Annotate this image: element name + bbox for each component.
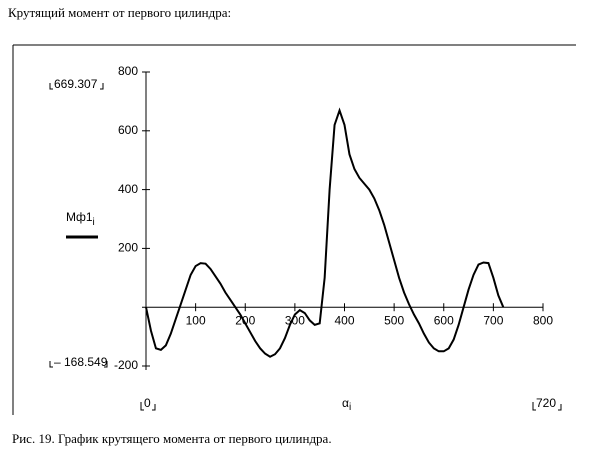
x-tick-label: 800 — [533, 313, 553, 327]
y-tick-label: 200 — [118, 241, 138, 255]
x-tick-label: 100 — [186, 313, 206, 327]
y-tick-label: -200 — [114, 358, 138, 372]
legend-label: Мф1i — [66, 210, 95, 227]
y-range-max: 669.307 — [54, 77, 98, 91]
legend-sub: i — [93, 217, 95, 228]
x-range-label: 0 — [144, 396, 151, 410]
range-bracket — [49, 83, 104, 90]
x-range-label: 720 — [536, 396, 556, 410]
x-axis-label: αi — [342, 396, 351, 412]
x-tick-label: 500 — [384, 313, 404, 327]
x-tick-label: 600 — [434, 313, 454, 327]
x-tick-label: 400 — [334, 313, 354, 327]
data-line — [145, 107, 505, 358]
heading: Крутящий момент от первого цилиндра: — [8, 5, 231, 20]
range-bracket — [532, 402, 562, 411]
y-tick-label: 800 — [118, 64, 138, 78]
range-bracket — [49, 361, 108, 368]
y-tick-label: 400 — [118, 182, 138, 196]
y-range-min: – 168.549 — [54, 355, 108, 369]
legend-name: Мф1 — [66, 210, 93, 224]
x-axis-label-sub: i — [349, 402, 351, 413]
y-tick-label: 600 — [118, 123, 138, 137]
x-tick-label: 700 — [483, 313, 503, 327]
x-axis-label-main: α — [342, 396, 349, 410]
caption: Рис. 19. График крутящего момента от пер… — [12, 431, 332, 446]
range-bracket — [140, 402, 156, 411]
x-tick-label: 200 — [235, 313, 255, 327]
